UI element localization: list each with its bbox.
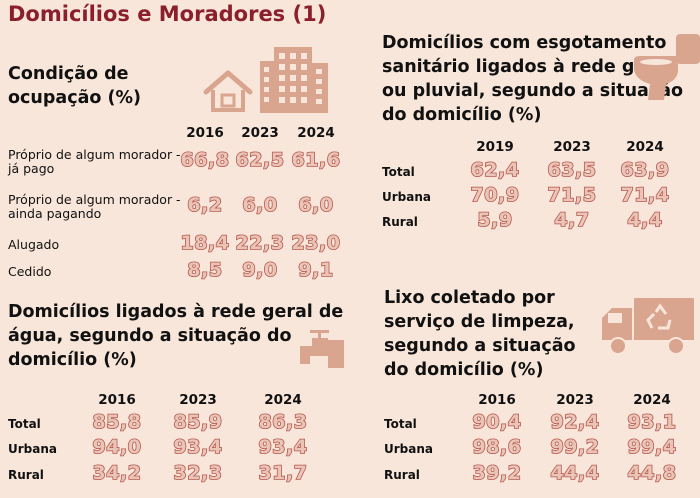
buildings-icon xyxy=(260,47,328,113)
value-cell: 62,4 xyxy=(470,158,520,182)
value-cell: 44,4 xyxy=(550,461,600,485)
value-cell: 94,0 xyxy=(92,435,142,459)
row-label: Próprio de algum morador - ainda pagando xyxy=(8,192,181,221)
year-header: 2024 xyxy=(626,139,664,155)
page-title: Domicílios e Moradores (1) xyxy=(8,2,327,26)
faucet-icon xyxy=(300,330,344,368)
row-label: Urbana xyxy=(384,442,433,456)
value-cell: 85,8 xyxy=(92,410,142,434)
year-header: 2016 xyxy=(186,125,224,141)
value-cell: 92,4 xyxy=(550,410,600,434)
value-cell: 31,7 xyxy=(258,461,308,485)
value-cell: 93,4 xyxy=(173,435,223,459)
value-cell: 71,4 xyxy=(620,183,670,207)
recycling-truck-icon xyxy=(602,298,694,355)
year-header: 2023 xyxy=(556,392,594,408)
value-cell: 63,9 xyxy=(620,158,670,182)
panel-title-ocupacao: Condição de ocupação (%) xyxy=(8,64,142,108)
row-label: Próprio de algum morador - já pago xyxy=(8,147,181,176)
value-cell: 93,1 xyxy=(627,410,677,434)
value-cell: 70,9 xyxy=(470,183,520,207)
row-label: Rural xyxy=(382,215,418,229)
panel-title-agua: Domicílios ligados à rede geral de água,… xyxy=(8,302,344,370)
value-cell: 63,5 xyxy=(547,158,597,182)
year-header: 2016 xyxy=(98,392,136,408)
value-cell: 44,8 xyxy=(627,461,677,485)
value-cell: 4,4 xyxy=(627,208,663,232)
value-cell: 99,2 xyxy=(550,435,600,459)
value-cell: 66,8 xyxy=(180,148,230,172)
row-label: Urbana xyxy=(8,442,57,456)
panel-title-lixo: Lixo coletado por serviço de limpeza, se… xyxy=(384,288,576,380)
value-cell: 93,4 xyxy=(258,435,308,459)
value-cell: 8,5 xyxy=(187,258,223,282)
row-label: Total xyxy=(384,417,417,431)
value-cell: 5,9 xyxy=(477,208,513,232)
row-label: Total xyxy=(8,417,41,431)
value-cell: 6,0 xyxy=(242,193,278,217)
value-cell: 23,0 xyxy=(291,231,341,255)
value-cell: 9,0 xyxy=(242,258,278,282)
row-label: Alugado xyxy=(8,237,60,252)
value-cell: 86,3 xyxy=(258,410,308,434)
value-cell: 98,6 xyxy=(472,435,522,459)
row-label: Total xyxy=(382,165,415,179)
value-cell: 85,9 xyxy=(173,410,223,434)
year-header: 2016 xyxy=(478,392,516,408)
value-cell: 71,5 xyxy=(547,183,597,207)
row-label: Cedido xyxy=(8,264,52,279)
value-cell: 39,2 xyxy=(472,461,522,485)
year-header: 2024 xyxy=(633,392,671,408)
value-cell: 4,7 xyxy=(554,208,590,232)
year-header: 2023 xyxy=(241,125,279,141)
panel-title-esgotamento: Domicílios com esgotamento sanitário lig… xyxy=(382,33,684,125)
value-cell: 18,4 xyxy=(180,231,230,255)
row-label: Rural xyxy=(384,468,420,482)
value-cell: 61,6 xyxy=(291,148,341,172)
value-cell: 32,3 xyxy=(173,461,223,485)
year-header: 2023 xyxy=(179,392,217,408)
value-cell: 9,1 xyxy=(298,258,334,282)
row-label: Rural xyxy=(8,468,44,482)
value-cell: 62,5 xyxy=(235,148,285,172)
value-cell: 22,3 xyxy=(235,231,285,255)
year-header: 2024 xyxy=(297,125,335,141)
year-header: 2019 xyxy=(476,139,514,155)
year-header: 2024 xyxy=(264,392,302,408)
value-cell: 34,2 xyxy=(92,461,142,485)
house-icon xyxy=(203,70,253,112)
value-cell: 6,0 xyxy=(298,193,334,217)
value-cell: 90,4 xyxy=(472,410,522,434)
value-cell: 99,4 xyxy=(627,435,677,459)
toilet-icon xyxy=(634,34,700,100)
year-header: 2023 xyxy=(553,139,591,155)
value-cell: 6,2 xyxy=(187,193,223,217)
row-label: Urbana xyxy=(382,190,431,204)
